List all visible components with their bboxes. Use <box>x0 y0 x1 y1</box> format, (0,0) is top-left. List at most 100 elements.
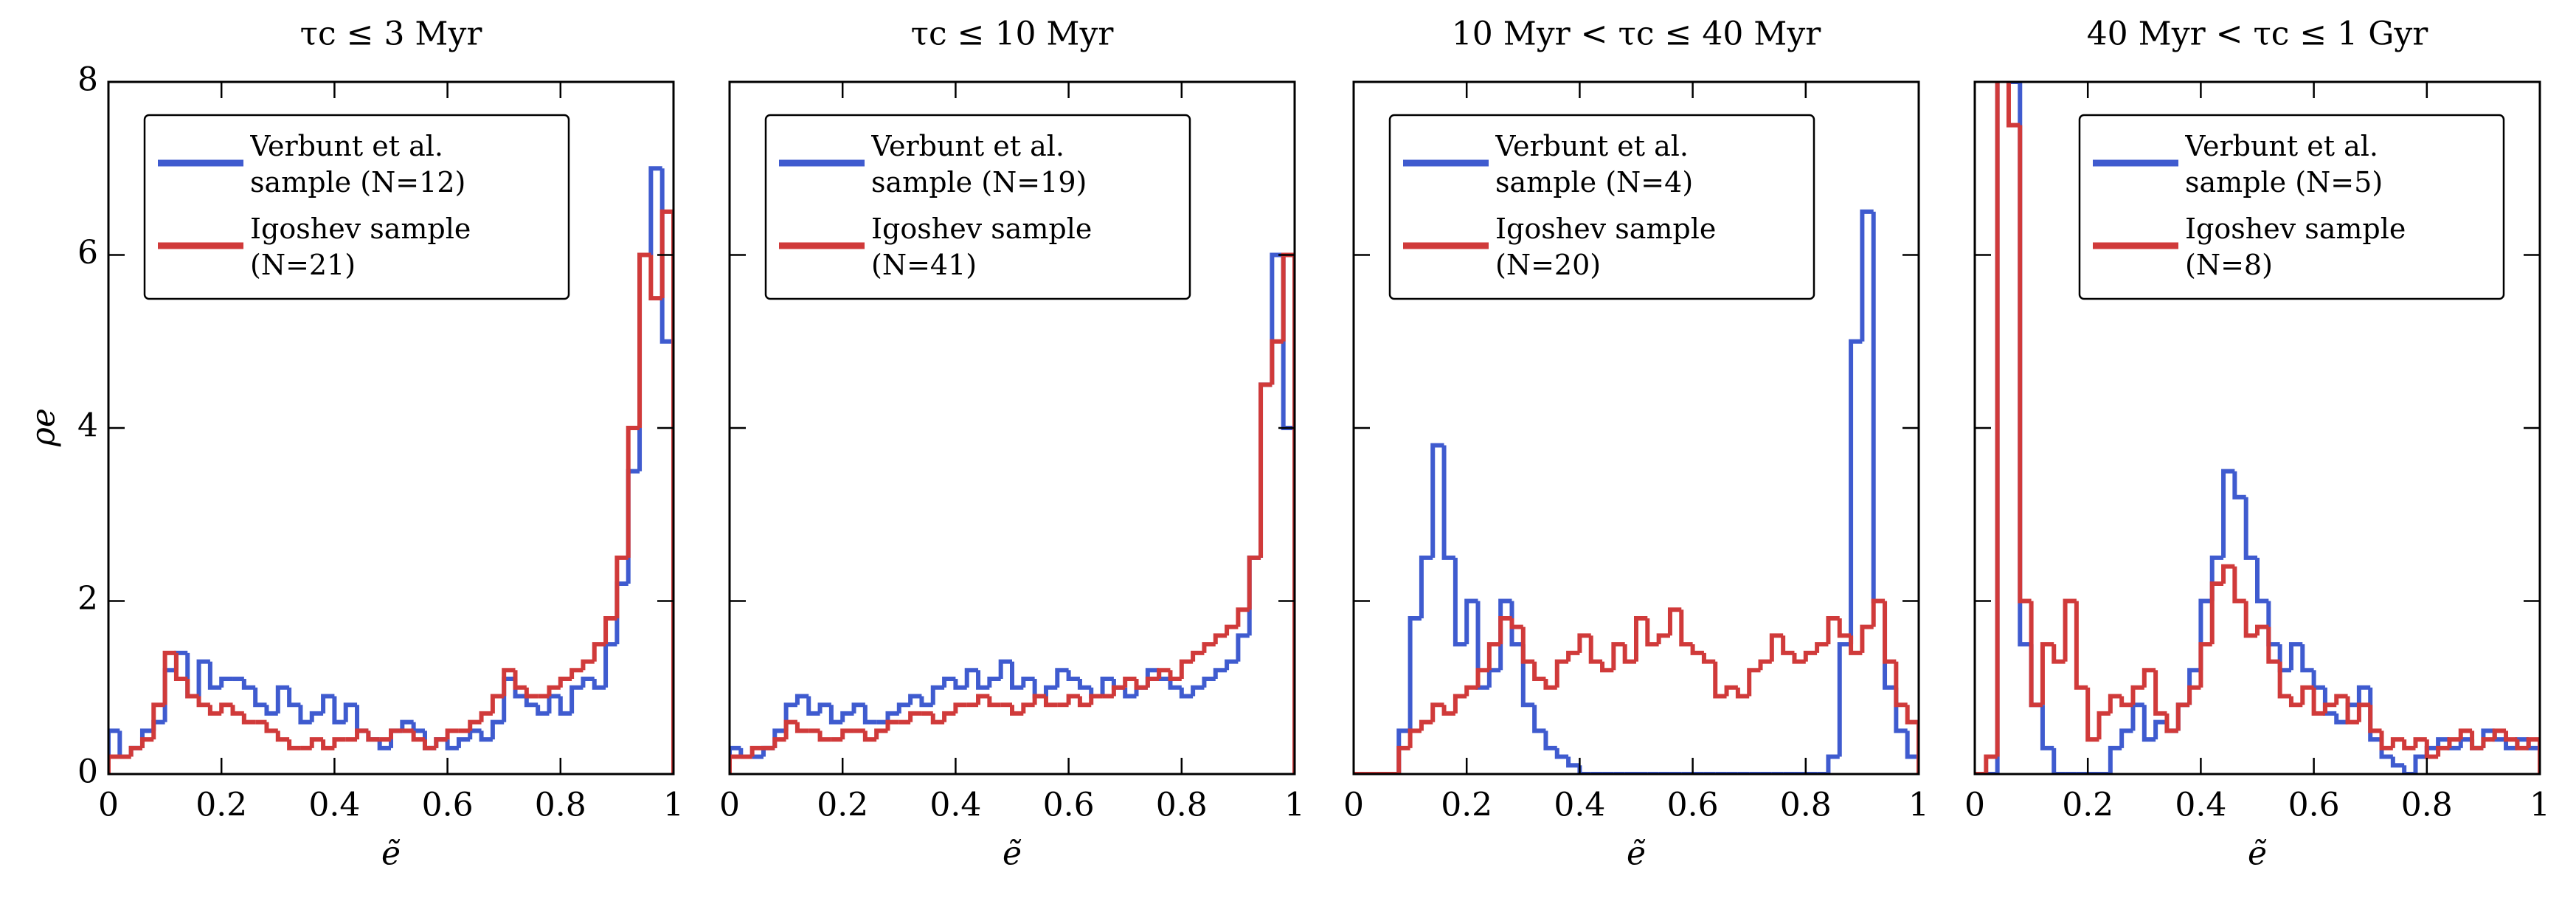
histogram-step <box>1486 642 1501 671</box>
histogram-step <box>2243 601 2257 638</box>
plot-area <box>1975 82 2540 774</box>
histogram-step <box>241 713 256 725</box>
histogram-step <box>264 705 278 716</box>
histogram-step <box>445 739 459 750</box>
histogram-step <box>2243 497 2257 560</box>
histogram-step <box>1066 694 1080 705</box>
histogram-step <box>1123 687 1137 699</box>
x-tick-label: 0.2 <box>1441 787 1492 824</box>
histogram-step <box>1566 650 1580 662</box>
histogram-step <box>1408 615 1422 731</box>
histogram-step <box>2221 564 2235 584</box>
histogram-step <box>2424 739 2439 759</box>
histogram-step <box>219 677 233 688</box>
histogram-step <box>648 255 662 301</box>
histogram-step <box>569 668 584 680</box>
histogram-step <box>2119 728 2133 748</box>
histogram-step <box>749 745 764 757</box>
legend-box <box>2078 114 2505 300</box>
histogram-step <box>2209 581 2224 645</box>
histogram-step <box>185 679 199 699</box>
histogram-step <box>1747 668 1761 697</box>
x-tick-label: 0.6 <box>1667 787 1719 824</box>
histogram-step <box>953 702 967 714</box>
histogram-step <box>2334 694 2348 705</box>
histogram-step <box>730 745 741 774</box>
histogram-step <box>2311 670 2325 690</box>
legend-label: Igoshev sample (N=8) <box>2185 213 2406 281</box>
histogram-step <box>1995 82 2000 757</box>
histogram-step <box>1566 756 1580 768</box>
histogram-step <box>1724 685 1738 697</box>
histogram-step <box>1010 705 1024 716</box>
histogram-step <box>332 696 346 725</box>
histogram-step <box>2153 670 2167 716</box>
legend-entry: Verbunt et al. sample (N=19) <box>871 130 1087 198</box>
histogram-step <box>2108 745 2122 774</box>
histogram-step <box>1134 679 1148 690</box>
histogram-step <box>2470 731 2484 750</box>
histogram-step <box>862 731 877 742</box>
histogram-step <box>2436 745 2450 757</box>
histogram-step <box>264 722 278 733</box>
histogram-step <box>1543 679 1557 690</box>
y-tick-label: 8 <box>77 61 98 99</box>
histogram-step <box>1464 598 1478 645</box>
histogram-step <box>817 731 831 742</box>
histogram-step <box>1145 677 1160 688</box>
histogram-step <box>1815 642 1829 653</box>
histogram-step <box>1213 633 1228 645</box>
histogram-step <box>309 737 324 748</box>
histogram-step <box>976 670 990 690</box>
histogram-step <box>1179 687 1194 699</box>
histogram-step <box>2322 702 2337 714</box>
x-tick-label: 0.4 <box>308 787 360 824</box>
histogram-step <box>332 737 346 748</box>
histogram-step <box>626 426 640 558</box>
x-axis-label: ẽ <box>1003 835 1022 873</box>
histogram-step <box>1043 685 1058 697</box>
histogram-step <box>207 661 222 690</box>
legend-entry: Igoshev sample (N=8) <box>2185 213 2406 281</box>
histogram-step <box>1679 609 1693 647</box>
histogram-step <box>1837 642 1852 757</box>
x-tick-label: 0.6 <box>1043 787 1095 824</box>
histogram-step <box>1554 747 1569 759</box>
histogram-step <box>524 687 539 699</box>
x-tick-label: 0.8 <box>2401 787 2453 824</box>
histogram-step <box>1826 754 1840 774</box>
histogram-step <box>547 685 561 697</box>
histogram-step <box>614 555 629 618</box>
histogram-step <box>1509 601 1523 647</box>
legend-box <box>764 114 1191 300</box>
histogram-step <box>1554 659 1569 688</box>
histogram-step <box>2345 696 2359 725</box>
x-tick-label: 1 <box>1284 787 1305 824</box>
histogram-step <box>108 754 120 774</box>
histogram-step <box>648 166 662 255</box>
histogram-step <box>1905 731 1919 774</box>
histogram-step <box>2481 737 2495 748</box>
y-tick-label: 0 <box>77 753 98 791</box>
y-tick-label: 2 <box>77 580 98 618</box>
histogram-step <box>1202 642 1216 653</box>
histogram-step <box>1408 728 1422 748</box>
x-tick-label: 0.4 <box>1554 787 1605 824</box>
histogram-step <box>241 679 256 690</box>
histogram-step <box>1883 601 1897 664</box>
histogram-step <box>1826 615 1840 645</box>
histogram-step <box>2052 747 2066 774</box>
y-tick-label: 4 <box>77 407 98 445</box>
histogram-step <box>287 687 301 708</box>
histogram-step <box>896 702 911 714</box>
legend-entry: Igoshev sample (N=41) <box>871 213 1092 281</box>
histogram-step <box>2368 705 2382 733</box>
histogram-step <box>1520 626 1535 664</box>
legend-label: Verbunt et al. sample (N=19) <box>871 130 1087 198</box>
histogram-step <box>1089 694 1103 705</box>
histogram-step <box>2379 731 2393 750</box>
histogram-step <box>885 711 899 722</box>
histogram-step <box>1622 644 1636 664</box>
histogram-step <box>445 728 459 740</box>
histogram-step <box>207 705 222 716</box>
